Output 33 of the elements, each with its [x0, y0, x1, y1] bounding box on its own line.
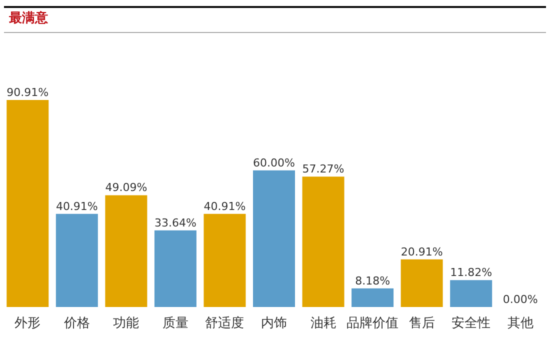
x-tick-label: 其他 — [507, 316, 534, 331]
data-label: 90.91% — [6, 86, 49, 99]
x-tick-label: 品牌价值 — [346, 316, 399, 331]
x-tick-label: 安全性 — [452, 315, 491, 331]
data-label: 49.09% — [105, 181, 148, 194]
data-label: 0.00% — [502, 293, 538, 306]
x-tick-label: 内饰 — [261, 316, 287, 331]
bar — [450, 280, 492, 307]
data-label: 60.00% — [253, 156, 295, 170]
chart-title: 最满意 — [9, 11, 48, 27]
x-tick-label: 质量 — [162, 316, 188, 331]
bar — [204, 214, 246, 307]
x-tick-label: 舒适度 — [205, 315, 244, 331]
x-tick-label: 价格 — [62, 316, 90, 331]
bar — [400, 259, 443, 307]
data-label: 57.27% — [302, 162, 344, 176]
bar — [253, 170, 295, 307]
data-label: 40.91% — [56, 200, 98, 213]
data-label: 20.91% — [400, 245, 443, 258]
x-tick-label: 功能 — [113, 316, 140, 331]
bar — [352, 288, 394, 307]
x-tick-label: 售后 — [408, 316, 435, 331]
bar — [56, 214, 98, 307]
bar — [154, 230, 196, 307]
x-tick-label: 外形 — [14, 316, 41, 331]
bar — [105, 195, 148, 307]
data-label: 8.18% — [355, 274, 390, 288]
data-label: 40.91% — [204, 200, 246, 213]
bar — [6, 100, 49, 307]
x-tick-label: 油耗 — [310, 316, 336, 331]
data-label: 11.82% — [450, 266, 492, 280]
data-label: 33.64% — [154, 216, 196, 230]
bar — [302, 176, 344, 307]
